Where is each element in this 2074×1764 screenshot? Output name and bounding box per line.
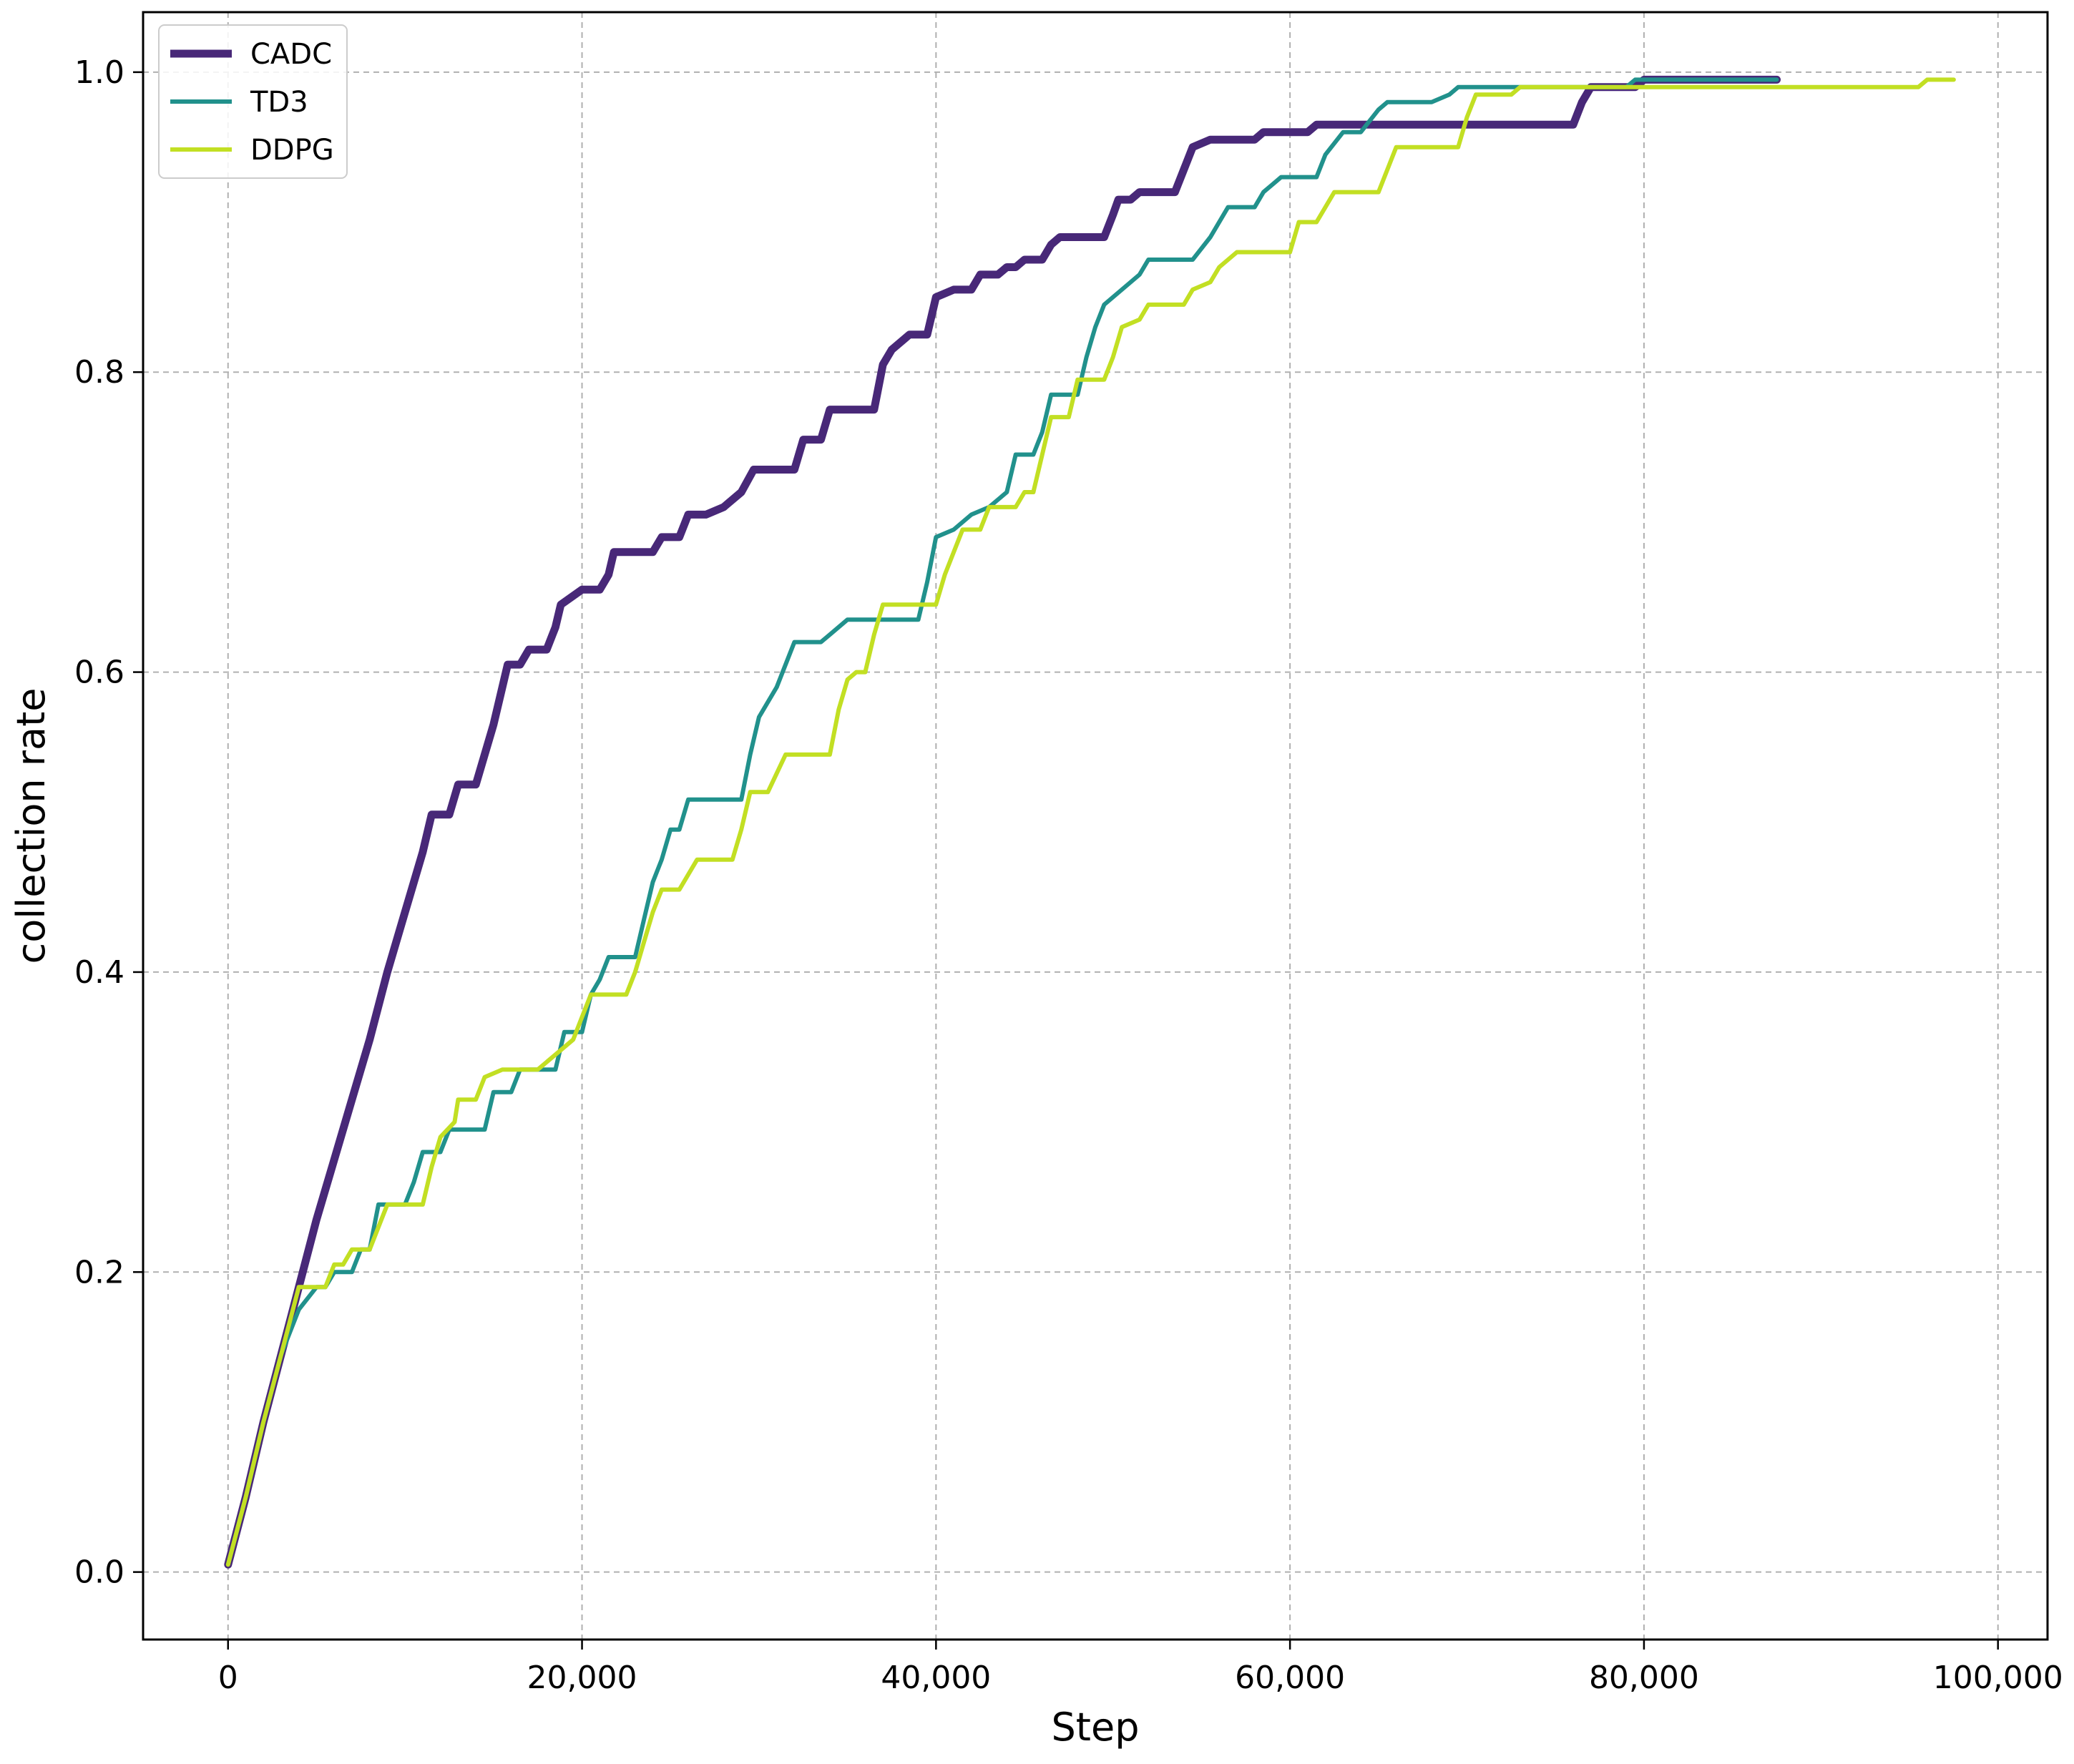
legend-label-ddpg: DDPG [250,134,334,167]
x-tick-label: 20,000 [527,1660,637,1696]
y-axis-ticks: 0.0 0.2 0.4 0.6 0.8 1.0 [74,54,143,1591]
x-tick-label: 0 [218,1660,238,1696]
y-tick-label: 0.4 [74,954,124,991]
x-tick-label: 60,000 [1235,1660,1345,1696]
series-line-cadc [224,75,1781,1569]
y-tick-label: 0.8 [74,354,124,391]
legend-box [158,24,348,179]
x-axis-label: Step [1052,1705,1140,1750]
grid-layer [143,12,2048,1640]
y-tick-label: 1.0 [74,54,124,91]
y-tick-label: 0.2 [74,1254,124,1290]
x-tick-label: 80,000 [1589,1660,1699,1696]
plot-frame [142,11,2049,1641]
series-layer [224,75,1956,1569]
x-tick-label: 40,000 [881,1660,991,1696]
y-axis-label: collection rate [9,688,54,964]
y-tick-label: 0.6 [74,655,124,691]
legend-label-td3: TD3 [250,86,308,119]
legend-label-cadc: CADC [250,38,332,71]
x-axis-ticks: 0 20,000 40,000 60,000 80,000 100,000 [218,1640,2063,1696]
series-line-ddpg [225,77,1956,1567]
series-line-td3 [225,77,1779,1567]
legend: CADC TD3 DDPG [158,24,348,179]
x-tick-label: 100,000 [1933,1660,2063,1696]
y-tick-label: 0.0 [74,1554,124,1591]
